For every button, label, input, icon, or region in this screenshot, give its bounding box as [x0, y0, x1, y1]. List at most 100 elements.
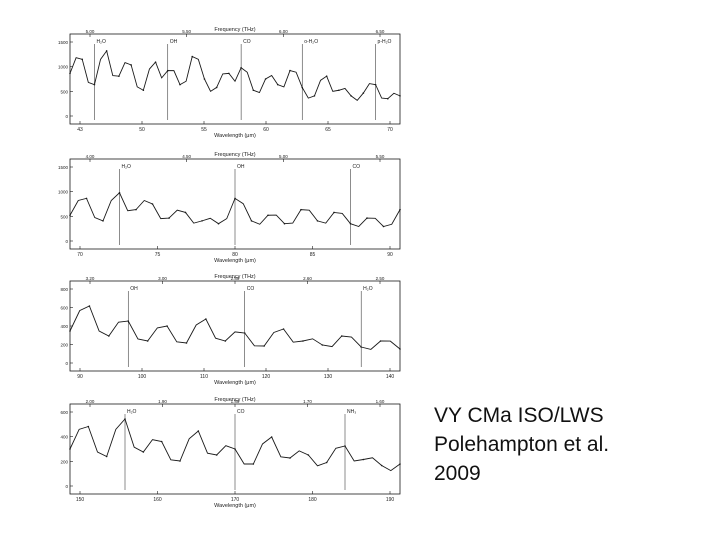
y-tick-label: 1500: [58, 40, 69, 45]
y-tick-label: 200: [60, 459, 68, 464]
top-tick-label: 1.90: [158, 399, 167, 404]
spectrum-point: [350, 95, 352, 97]
y-tick-label: 1500: [58, 165, 69, 170]
spectrum-point: [307, 454, 310, 456]
bottom-tick-label: 90: [77, 374, 83, 380]
spectrum-point: [325, 461, 328, 464]
line-label: H₂O: [96, 39, 106, 45]
top-tick-label: 2.80: [231, 276, 240, 281]
y-tick-label: 200: [60, 343, 68, 348]
bottom-tick-label: 55: [201, 127, 207, 133]
spectrum-point: [300, 208, 302, 211]
spectrum-point: [250, 220, 253, 222]
top-tick-label: 4.50: [182, 154, 191, 159]
spectrum-panel-3: Frequency (THz) 3.20 3.00 2.80 2.60 2.50 90 100…: [60, 274, 401, 385]
spectrum-point: [276, 83, 279, 86]
spectrum-point: [224, 340, 227, 342]
y-tick-label: 400: [60, 324, 68, 329]
spectrum-point: [154, 61, 157, 63]
spectrum-point: [338, 89, 340, 92]
top-tick-label: 6.50: [376, 29, 385, 34]
spectrum-point: [135, 208, 137, 211]
plot-frame: [69, 33, 401, 125]
line-label: OH: [237, 164, 245, 170]
top-tick-label: 1.80: [231, 399, 240, 404]
spectrum-point: [362, 458, 365, 461]
spectrum-point: [380, 464, 383, 467]
bottom-tick-label: 190: [386, 497, 395, 503]
y-tick-label: 800: [60, 287, 68, 292]
spectrum-point: [191, 55, 194, 58]
spectrum-point: [142, 89, 145, 92]
spectrum-panel-1: Frequency (THz) 5.00 5.50 6.00 6.50 43 50 55 60 6…: [58, 27, 401, 138]
bottom-axis-label: Wavelength (μm): [214, 380, 256, 385]
spectrum-point: [366, 217, 368, 219]
spectrum-point: [283, 222, 286, 225]
slide-caption: VY CMa ISO/LWS Polehampton et al. 2009: [434, 401, 694, 488]
spectrum-point: [340, 335, 343, 337]
line-label: p-H₂O: [378, 39, 392, 45]
bottom-tick-label: 110: [200, 374, 208, 380]
line-label: CO: [243, 39, 251, 45]
bottom-tick-label: 43: [77, 127, 83, 133]
line-label: H₂O: [363, 286, 373, 292]
y-tick-label: 500: [60, 214, 68, 219]
spectrum-point: [130, 64, 132, 66]
top-tick-label: 3.20: [86, 276, 95, 281]
spectrum-point: [151, 203, 154, 205]
spectrum-point: [267, 214, 269, 217]
top-tick-label: 5.50: [376, 154, 385, 159]
spectrum-point: [105, 50, 108, 52]
line-label: OH: [130, 286, 138, 292]
spectrum-line: [69, 305, 401, 350]
line-label: NH₃: [347, 409, 356, 415]
line-label: H₂O: [127, 409, 137, 415]
spectrum-point: [321, 344, 324, 346]
spectrum-point: [399, 348, 401, 350]
spectrum-point: [263, 345, 265, 347]
line-label: CO: [247, 286, 255, 292]
bottom-tick-label: 140: [386, 374, 395, 380]
spectrum-point: [217, 222, 220, 225]
bottom-tick-label: 120: [262, 374, 271, 380]
y-tick-label: 0: [65, 484, 68, 489]
y-tick-label: 1000: [58, 190, 69, 195]
line-label: CO: [353, 164, 361, 170]
spectrum-point: [325, 75, 328, 77]
top-axis-label: Frequency (THz): [214, 274, 255, 280]
y-tick-label: 500: [60, 89, 68, 94]
spectrum-panel-2: Frequency (THz) 4.00 4.50 5.00 5.50 70 75 80 85 9…: [58, 152, 401, 263]
bottom-tick-label: 70: [77, 252, 83, 258]
spectrum-point: [179, 460, 181, 462]
spectrum-point: [289, 457, 291, 459]
spectrum-point: [81, 58, 84, 61]
spectrum-point: [379, 340, 382, 342]
spectrum-point: [87, 425, 90, 428]
spectrum-point: [69, 330, 71, 332]
spectrum-point: [118, 75, 120, 77]
spectrum-point: [146, 340, 149, 342]
spectrum-point: [289, 69, 291, 72]
bottom-axis-label: Wavelength (μm): [214, 258, 256, 263]
top-tick-label: 6.00: [279, 29, 288, 34]
spectrum-panel-4: Frequency (THz) 2.00 1.90 1.80 1.70 1.60 150 16…: [60, 397, 401, 508]
bottom-tick-label: 150: [76, 497, 85, 503]
top-axis-label: Frequency (THz): [214, 27, 255, 33]
spectrum-point: [313, 95, 316, 97]
bottom-tick-label: 70: [387, 127, 393, 133]
y-tick-label: 0: [65, 114, 68, 119]
spectrum-point: [205, 318, 207, 320]
spectrum-point: [108, 335, 110, 337]
spectrum-point: [264, 78, 267, 80]
spectrum-point: [166, 325, 168, 327]
spectrum-point: [252, 89, 255, 92]
top-tick-label: 5.00: [279, 154, 288, 159]
spectrum-point: [168, 217, 170, 219]
spectrum-point: [201, 220, 203, 222]
spectrum-point: [270, 436, 273, 438]
top-tick-label: 3.00: [158, 276, 167, 281]
top-tick-label: 1.60: [376, 399, 385, 404]
bottom-tick-label: 100: [138, 374, 147, 380]
spectrum-point: [179, 83, 181, 86]
bottom-axis-label: Wavelength (μm): [214, 503, 256, 508]
